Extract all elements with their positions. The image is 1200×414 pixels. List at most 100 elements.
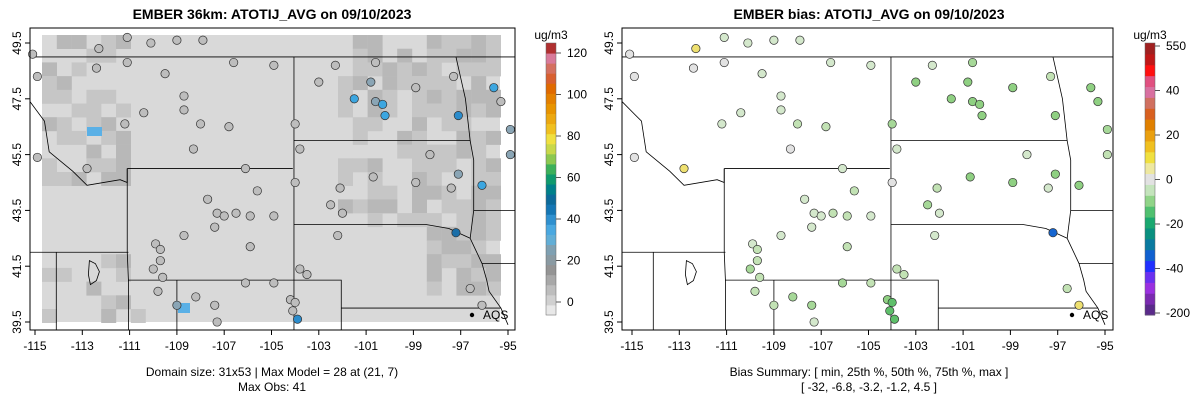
- model-grid-cell: [441, 48, 457, 63]
- x-tick-label: -111: [118, 339, 141, 353]
- model-grid-cell: [367, 185, 383, 200]
- model-grid-cell: [471, 281, 487, 296]
- station-marker: [885, 306, 895, 316]
- station-markers: [28, 32, 515, 327]
- model-grid-cell: [412, 117, 427, 132]
- model-grid-cell: [101, 89, 117, 104]
- station-marker: [828, 208, 838, 218]
- model-grid-cell: [116, 103, 131, 118]
- colorbar-segment: [1145, 238, 1155, 251]
- model-grid-cell: [471, 62, 487, 77]
- colorbar-segment: [1145, 43, 1155, 55]
- model-grid-cell: [338, 89, 353, 104]
- station-marker: [679, 164, 689, 174]
- model-grid-cell: [352, 48, 368, 63]
- station-marker: [337, 208, 347, 218]
- model-grid-cell: [456, 130, 472, 145]
- x-tick-label: -113: [71, 339, 94, 353]
- model-grid-cell: [456, 213, 472, 228]
- station-marker: [1086, 83, 1096, 93]
- colorbar-tick-label: 550: [1166, 39, 1186, 53]
- model-grid-cell: [101, 158, 117, 173]
- station-marker: [28, 49, 38, 59]
- model-grid-cell: [456, 48, 472, 63]
- colorbar-segment: [546, 173, 556, 185]
- station-marker: [1008, 177, 1018, 188]
- station-marker: [179, 105, 189, 115]
- colorbar-tick-label: 60: [567, 171, 581, 185]
- station-marker: [368, 172, 378, 182]
- state-boundary: [890, 223, 1068, 239]
- colorbar-segment: [1145, 206, 1155, 218]
- station-marker: [842, 242, 852, 252]
- model-grid-cell: [412, 185, 427, 200]
- station-marker: [849, 186, 859, 196]
- model-grid-cell: [486, 213, 501, 228]
- model-grid-cell: [412, 144, 427, 159]
- x-tick-label: -97: [1049, 339, 1067, 353]
- model-grid-cell: [441, 103, 457, 118]
- station-marker: [212, 317, 222, 327]
- station-marker: [94, 44, 104, 54]
- station-marker: [842, 211, 852, 221]
- model-grid-cell: [382, 76, 398, 91]
- colorbar: 0 20 40 60 80 100 120: [545, 42, 587, 316]
- x-tick-label: -113: [668, 339, 691, 353]
- model-grid-cell: [71, 103, 87, 118]
- model-grid-cell: [101, 295, 117, 310]
- x-tick-label: -99: [1002, 339, 1020, 353]
- model-grid-cell: [382, 185, 398, 200]
- model-grid-cell: [101, 254, 117, 269]
- station-marker: [292, 314, 303, 324]
- model-grid-cell: [56, 76, 72, 91]
- station-marker: [826, 57, 836, 68]
- model-grid-cell: [338, 158, 353, 173]
- station-marker: [269, 211, 279, 221]
- station-marker: [795, 35, 805, 45]
- model-grid-cell: [101, 117, 117, 132]
- model-grid-cell: [441, 240, 457, 255]
- station-marker: [1043, 183, 1053, 193]
- colorbar-segment: [1145, 53, 1155, 66]
- caption-line2: Max Obs: 41: [238, 380, 306, 394]
- station-marker: [302, 270, 312, 280]
- station-marker: [330, 60, 340, 70]
- station-marker: [975, 99, 985, 109]
- station-marker: [288, 306, 298, 316]
- station-marker: [425, 150, 435, 160]
- x-tick-label: -101: [951, 339, 975, 353]
- model-grid-cell: [367, 62, 383, 77]
- model-grid-cell: [116, 130, 131, 145]
- station-marker: [757, 69, 767, 79]
- station-marker: [139, 108, 149, 118]
- colorbar-segment: [546, 184, 556, 195]
- colorbar-segment: [1145, 140, 1155, 153]
- colorbar-segment: [546, 143, 556, 155]
- x-tick-label: -109: [165, 339, 189, 353]
- x-tick-label: -103: [307, 339, 331, 353]
- model-grid-cell: [382, 199, 398, 214]
- station-marker: [449, 71, 459, 82]
- model-grid-cell: [486, 62, 501, 77]
- model-grid-cell: [42, 117, 57, 132]
- x-tick-label: -107: [212, 339, 236, 353]
- station-marker: [91, 63, 102, 73]
- station-marker: [146, 38, 156, 48]
- model-grid-cell: [441, 199, 457, 214]
- legend-aqs-marker: [469, 312, 475, 318]
- colorbar-tick-label: 20: [567, 254, 581, 268]
- y-tick-label: 43.5: [10, 198, 24, 222]
- station-marker: [210, 300, 220, 310]
- model-grid-cell: [86, 281, 102, 296]
- station-marker: [1074, 180, 1084, 190]
- x-tick-label: -115: [23, 339, 46, 353]
- model-grid-cell: [56, 267, 72, 282]
- station-marker: [968, 57, 978, 68]
- station-marker: [245, 211, 255, 221]
- caption-line1: Bias Summary: [ min, 25th %, 50th %, 75t…: [730, 365, 1009, 379]
- colorbar-segment: [1145, 304, 1155, 316]
- y-tick-label: 47.5: [10, 87, 24, 111]
- model-grid-cell: [42, 89, 57, 104]
- colorbar-tick-label: 100: [567, 88, 587, 102]
